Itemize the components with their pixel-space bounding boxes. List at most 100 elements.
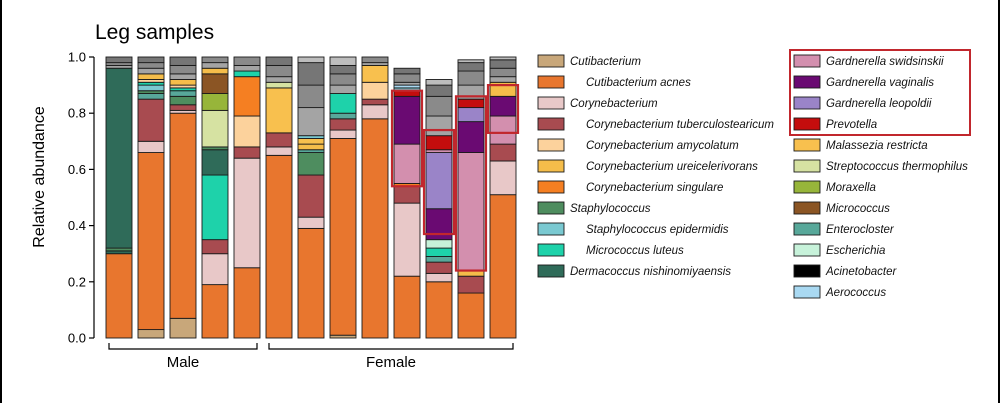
group-bracket-female — [268, 343, 514, 350]
bar-sample-1 — [105, 56, 133, 339]
legend-item-cutibacterium: Cutibacterium — [537, 54, 641, 68]
bar-segment-staphylococcus — [297, 152, 325, 176]
bar-segment-streptococcus-thermophilus — [265, 81, 293, 89]
legend-swatch — [793, 222, 821, 236]
bar-segment-other — [137, 67, 165, 75]
bar-segment-other — [361, 56, 389, 64]
legend-swatch — [793, 159, 821, 173]
bar-segment-cutibacterium-acnes — [489, 194, 517, 339]
legend-item-corynebacterium-singulare: Corynebacterium singulare — [537, 180, 723, 194]
bar-segment-malassezia-restricta — [265, 87, 293, 134]
legend-item-corynebacterium: Corynebacterium — [537, 96, 658, 110]
highlight-box-2 — [422, 128, 456, 236]
legend-label: Gardnerella leopoldii — [826, 98, 932, 110]
legend-label: Moraxella — [826, 182, 876, 194]
bar-segment-corynebacterium-ureicelerivorans — [169, 79, 197, 86]
legend-swatch — [793, 243, 821, 257]
bar-segment-corynebacterium — [137, 140, 165, 153]
legend-swatch — [537, 264, 565, 278]
bar-segment-other — [489, 59, 517, 69]
legend-label: Staphylococcus — [570, 203, 651, 215]
legend-swatch — [537, 75, 565, 89]
legend-label: Escherichia — [826, 245, 885, 257]
bar-sample-5 — [233, 56, 261, 339]
legend-swatch — [537, 96, 565, 110]
legend-item-corynebacterium-tuberculostearicum: Corynebacterium tuberculostearicum — [537, 117, 774, 131]
bar-segment-cutibacterium-acnes — [201, 284, 229, 339]
bar-segment-corynebacterium — [297, 216, 325, 229]
bar-sample-8 — [329, 56, 357, 339]
bar-segment-other — [297, 107, 325, 137]
bar-segment-other — [233, 64, 261, 72]
bar-segment-prevotella — [425, 135, 453, 151]
bar-sample-13 — [489, 56, 517, 339]
bar-segment-gardnerella-swidsinskii — [457, 152, 485, 272]
bar-segment-corynebacterium-tuberculostearicum — [329, 118, 357, 131]
bar-segment-malassezia-restricta — [361, 64, 389, 83]
bar-segment-corynebacterium-tuberculostearicum — [361, 98, 389, 106]
bar-segment-other — [329, 64, 357, 75]
bar-segment-other — [425, 84, 453, 97]
bar-segment-corynebacterium-tuberculostearicum — [265, 132, 293, 148]
legend-swatch — [537, 201, 565, 215]
bar-segment-other — [297, 62, 325, 86]
legend-label: Cutibacterium acnes — [586, 77, 691, 89]
bar-segment-corynebacterium-tuberculostearicum — [169, 104, 197, 111]
bar-segment-other — [201, 62, 229, 69]
legend-item-corynebacterium-amycolatum: Corynebacterium amycolatum — [537, 138, 739, 152]
bar-segment-corynebacterium-amycolatum — [233, 115, 261, 148]
bar-segment-cutibacterium-acnes — [425, 281, 453, 339]
legend-label: Cutibacterium — [570, 56, 641, 68]
bar-segment-corynebacterium-tuberculostearicum — [297, 174, 325, 218]
legend-swatch — [793, 264, 821, 278]
bar-segment-moraxella — [201, 93, 229, 111]
legend-swatch — [793, 180, 821, 194]
bar-segment-cutibacterium-acnes — [329, 138, 357, 336]
legend-item-acinetobacter: Acinetobacter — [793, 264, 897, 278]
legend-item-cutibacterium-acnes: Cutibacterium acnes — [537, 75, 691, 89]
bar-segment-corynebacterium-tuberculostearicum — [393, 185, 421, 204]
highlight-box-3 — [454, 95, 488, 272]
group-label-female: Female — [366, 354, 416, 371]
bar-segment-other — [105, 56, 133, 64]
legend-swatch — [537, 138, 565, 152]
bar-segment-other — [393, 73, 421, 83]
bar-segment-corynebacterium — [393, 202, 421, 277]
bar-segment-other — [329, 84, 357, 94]
legend-item-gardnerella-leopoldii: Gardnerella leopoldii — [793, 96, 932, 110]
legend-swatch — [537, 243, 565, 257]
bar-segment-corynebacterium — [233, 157, 261, 269]
bar-segment-other — [393, 67, 421, 75]
bar-segment-enterocloster — [329, 112, 357, 120]
legend-label: Enterocloster — [826, 224, 895, 236]
y-tick-label: 0.8 — [68, 106, 86, 121]
bar-segment-cutibacterium-acnes — [265, 154, 293, 339]
legend-item-dermacoccus-nishinomiyaensis: Dermacoccus nishinomiyaensis — [537, 264, 731, 278]
bar-segment-micrococcus-luteus — [233, 70, 261, 78]
bar-sample-6 — [265, 56, 293, 339]
bar-segment-corynebacterium-ureicelerivorans — [297, 143, 325, 151]
y-tick-label: 0.6 — [68, 162, 86, 177]
legend-item-prevotella: Prevotella — [793, 117, 877, 131]
bar-segment-corynebacterium-amycolatum — [361, 81, 389, 100]
bar-segment-other — [329, 73, 357, 86]
bar-segment-corynebacterium — [201, 253, 229, 286]
bar-segment-corynebacterium — [425, 272, 453, 283]
legend-label: Corynebacterium amycolatum — [586, 140, 739, 152]
highlight-layer — [390, 83, 520, 272]
highlight-box-4 — [486, 83, 520, 134]
bar-segment-cutibacterium-acnes — [137, 152, 165, 331]
bar-segment-other — [201, 56, 229, 64]
bar-segment-cutibacterium-acnes — [393, 275, 421, 339]
bar-segment-corynebacterium-tuberculostearicum — [201, 239, 229, 255]
legend-swatch — [793, 117, 821, 131]
legend-swatch — [793, 285, 821, 299]
legend-swatch — [793, 96, 821, 110]
bar-segment-corynebacterium — [329, 129, 357, 139]
bar-segment-other — [169, 64, 197, 75]
bar-segment-other — [457, 62, 485, 72]
bar-segment-other — [329, 56, 357, 66]
legend-item-escherichia: Escherichia — [793, 243, 885, 257]
legend-label: Staphylococcus epidermidis — [586, 224, 729, 236]
legend-item-gardnerella-vaginalis: Gardnerella vaginalis — [793, 75, 934, 89]
